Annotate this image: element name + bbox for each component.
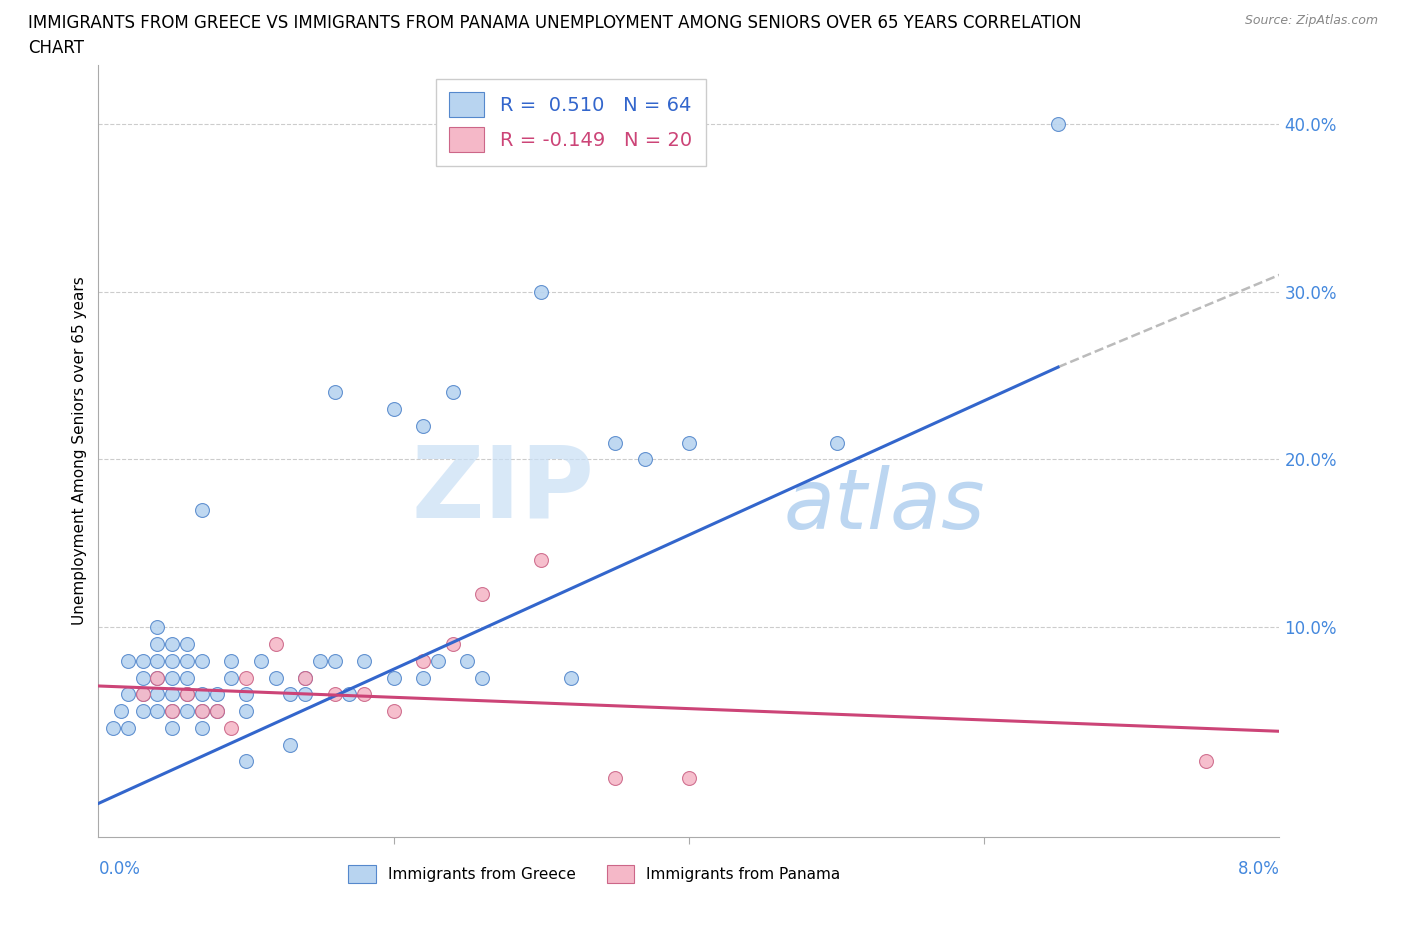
Point — [1046, 116, 1070, 131]
Point — [605, 435, 627, 450]
Text: IMMIGRANTS FROM GREECE VS IMMIGRANTS FROM PANAMA UNEMPLOYMENT AMONG SENIORS OVER: IMMIGRANTS FROM GREECE VS IMMIGRANTS FRO… — [28, 14, 1081, 32]
Y-axis label: Unemployment Among Seniors over 65 years: Unemployment Among Seniors over 65 years — [72, 277, 87, 625]
Point — [146, 619, 169, 634]
Point — [441, 637, 464, 652]
Point — [221, 654, 243, 669]
Point — [176, 687, 198, 702]
Point — [132, 704, 155, 719]
Point — [191, 502, 214, 517]
Point — [176, 671, 198, 685]
Text: atlas: atlas — [783, 465, 986, 546]
Point — [678, 771, 700, 786]
Point — [103, 721, 125, 736]
Point — [309, 654, 332, 669]
Point — [132, 671, 155, 685]
Point — [176, 654, 198, 669]
Point — [205, 704, 228, 719]
Point — [191, 721, 214, 736]
Point — [110, 704, 132, 719]
Point — [280, 737, 302, 752]
Point — [412, 654, 434, 669]
Point — [117, 721, 139, 736]
Point — [146, 671, 169, 685]
Point — [427, 654, 450, 669]
Point — [471, 586, 494, 601]
Text: Source: ZipAtlas.com: Source: ZipAtlas.com — [1244, 14, 1378, 27]
Point — [146, 637, 169, 652]
Point — [146, 654, 169, 669]
Text: ZIP: ZIP — [412, 441, 595, 538]
Point — [353, 687, 375, 702]
Point — [191, 704, 214, 719]
Point — [191, 687, 214, 702]
Point — [323, 385, 346, 400]
Point — [294, 687, 316, 702]
Point — [146, 671, 169, 685]
Point — [162, 671, 183, 685]
Point — [264, 671, 287, 685]
Point — [353, 654, 375, 669]
Point — [605, 771, 627, 786]
Point — [176, 704, 198, 719]
Text: 8.0%: 8.0% — [1237, 860, 1279, 878]
Legend: Immigrants from Greece, Immigrants from Panama: Immigrants from Greece, Immigrants from … — [340, 857, 848, 891]
Point — [205, 687, 228, 702]
Point — [250, 654, 273, 669]
Point — [323, 687, 346, 702]
Point — [825, 435, 848, 450]
Point — [117, 687, 139, 702]
Point — [146, 704, 169, 719]
Point — [162, 721, 183, 736]
Text: 0.0%: 0.0% — [98, 860, 141, 878]
Point — [530, 552, 553, 567]
Point — [412, 418, 434, 433]
Point — [323, 654, 346, 669]
Point — [441, 385, 464, 400]
Point — [176, 637, 198, 652]
Text: CHART: CHART — [28, 39, 84, 57]
Point — [560, 671, 582, 685]
Point — [146, 687, 169, 702]
Point — [162, 704, 183, 719]
Point — [117, 654, 139, 669]
Point — [191, 654, 214, 669]
Point — [294, 671, 316, 685]
Point — [382, 704, 405, 719]
Point — [132, 654, 155, 669]
Point — [382, 671, 405, 685]
Point — [634, 452, 657, 467]
Point — [132, 687, 155, 702]
Point — [235, 671, 257, 685]
Point — [235, 687, 257, 702]
Point — [678, 435, 700, 450]
Point — [530, 285, 553, 299]
Point — [191, 704, 214, 719]
Point — [457, 654, 479, 669]
Point — [221, 721, 243, 736]
Point — [235, 704, 257, 719]
Point — [176, 687, 198, 702]
Point — [471, 671, 494, 685]
Point — [132, 687, 155, 702]
Point — [1195, 754, 1218, 769]
Point — [280, 687, 302, 702]
Point — [162, 704, 183, 719]
Point — [264, 637, 287, 652]
Point — [235, 754, 257, 769]
Point — [205, 704, 228, 719]
Point — [339, 687, 361, 702]
Point — [162, 687, 183, 702]
Point — [412, 671, 434, 685]
Point — [382, 402, 405, 417]
Point — [162, 637, 183, 652]
Point — [162, 654, 183, 669]
Point — [294, 671, 316, 685]
Point — [221, 671, 243, 685]
